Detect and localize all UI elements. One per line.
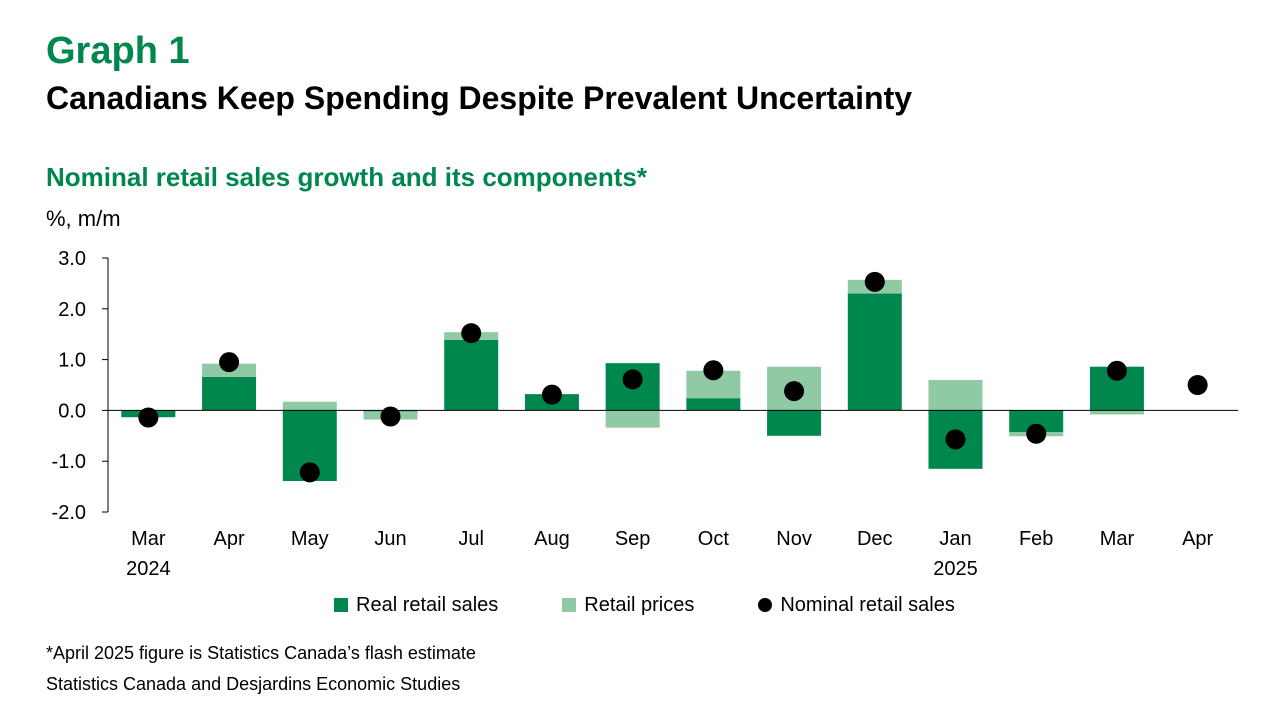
bar-real-1	[202, 376, 257, 411]
y-axis-unit: %, m/m	[46, 206, 121, 231]
dot-nominal-2	[299, 462, 320, 483]
legend-marker-nominal	[758, 598, 773, 612]
dot-nominal-9	[864, 271, 885, 292]
legend: Real retail sales Retail prices Nominal …	[334, 592, 955, 618]
dot-nominal-1	[219, 352, 240, 373]
x-tick-label: Jan	[939, 528, 971, 550]
legend-item-nominal: Nominal retail sales	[758, 594, 955, 617]
dot-nominal-4	[461, 323, 482, 344]
x-tick-label: Aug	[534, 528, 570, 550]
bar-real-4	[444, 339, 499, 411]
x-tick-label: Mar	[1100, 528, 1135, 550]
dot-nominal-6	[622, 369, 643, 390]
dot-nominal-7	[703, 360, 724, 381]
source-note: Statistics Canada and Desjardins Economi…	[46, 674, 461, 694]
y-tick-label: 2.0	[58, 299, 86, 321]
y-tick-label: 3.0	[58, 248, 86, 270]
dot-nominal-0	[138, 407, 159, 428]
bar-prices-2	[282, 401, 337, 411]
dot-nominal-10	[945, 429, 966, 450]
y-tick-label: 1.0	[58, 350, 86, 372]
dot-nominal-8	[784, 381, 805, 402]
x-tick-label: Jul	[458, 528, 484, 550]
x-tick-label: May	[291, 528, 329, 550]
x-tick-label: Dec	[857, 528, 893, 550]
legend-label-nominal: Nominal retail sales	[780, 593, 955, 616]
chart-title: Canadians Keep Spending Despite Prevalen…	[46, 80, 913, 116]
dot-nominal-11	[1026, 423, 1047, 444]
dot-nominal-13	[1187, 375, 1208, 395]
dot-nominal-5	[541, 384, 562, 405]
legend-swatch-prices	[562, 598, 577, 612]
x-tick-label: Jun	[374, 528, 406, 550]
bar-real-11	[1009, 410, 1064, 433]
y-tick-label: 0.0	[58, 400, 86, 422]
x-tick-label: Apr	[214, 528, 245, 550]
legend-label-real: Real retail sales	[356, 593, 499, 616]
legend-item-real: Real retail sales	[334, 594, 498, 617]
dot-nominal-12	[1106, 360, 1127, 381]
footnote: *April 2025 figure is Statistics Canada’…	[46, 643, 476, 663]
chart-subtitle: Nominal retail sales growth and its comp…	[46, 162, 648, 192]
dot-nominal-3	[380, 406, 401, 427]
bar-prices-6	[605, 410, 660, 428]
axes: 3.0 2.0 1.0 0.0 -1.0 -2.0 Mar 2024 Apr May Jun Jul A…	[52, 248, 1238, 580]
y-tick-label: -2.0	[52, 502, 86, 524]
x-tick-label: Sep	[615, 528, 651, 550]
bar-prices-12	[1089, 410, 1144, 415]
y-tick-label: -1.0	[52, 451, 86, 473]
bar-real-9	[847, 293, 902, 411]
x-year-label: 2025	[933, 558, 978, 580]
x-tick-label: Mar	[131, 528, 166, 550]
x-tick-label: Feb	[1019, 528, 1053, 550]
legend-label-prices: Retail prices	[584, 593, 695, 616]
graph-number: Graph 1	[46, 30, 190, 72]
legend-item-prices: Retail prices	[562, 594, 694, 617]
legend-swatch-real	[334, 598, 348, 612]
x-tick-label: Apr	[1182, 528, 1213, 550]
x-tick-label: Oct	[698, 528, 730, 550]
x-year-label: 2024	[126, 558, 171, 580]
bar-real-7	[686, 398, 741, 411]
bar-prices-10	[928, 379, 983, 411]
x-tick-label: Nov	[776, 528, 812, 550]
dots-layer	[138, 271, 1208, 483]
bar-real-8	[767, 410, 822, 436]
